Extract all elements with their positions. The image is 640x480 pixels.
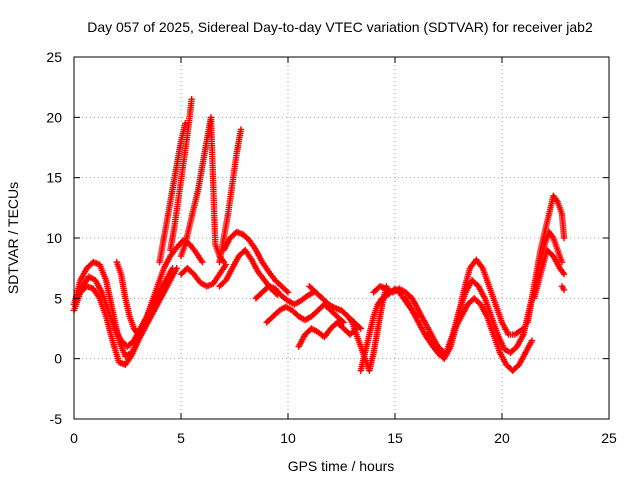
series-track-7 [177, 114, 227, 266]
data-point [528, 337, 536, 344]
data-point [340, 319, 347, 326]
y-tick-label: 10 [46, 230, 62, 246]
y-tick-label: -5 [50, 411, 63, 427]
series-track-12 [252, 283, 317, 308]
data-point [283, 287, 290, 295]
axis-ticks [73, 56, 610, 420]
data-point [560, 286, 568, 294]
x-tick-label: 20 [494, 430, 510, 446]
x-tick-label: 10 [280, 430, 296, 446]
series-track-10 [216, 246, 281, 298]
data-point [560, 271, 568, 278]
data-point [222, 261, 230, 268]
series-track-4 [113, 258, 142, 338]
y-axis-label: SDTVAR / TECUs [5, 182, 21, 294]
series-track-6 [167, 96, 195, 254]
chart-title: Day 057 of 2025, Sidereal Day-to-day VTE… [87, 19, 593, 35]
data-point [357, 325, 364, 332]
data-point [188, 96, 195, 103]
data-point [558, 258, 566, 266]
series-track-13 [263, 301, 347, 326]
series-track-25 [558, 283, 568, 294]
series-track-24 [530, 246, 568, 302]
data-points [70, 96, 568, 374]
y-tick-label: 0 [54, 351, 62, 367]
data-point [284, 289, 292, 296]
x-tick-label: 0 [70, 430, 78, 446]
x-axis-label: GPS time / hours [288, 458, 395, 474]
x-tick-label: 25 [601, 430, 617, 446]
data-point [356, 324, 363, 331]
y-tick-label: 20 [46, 109, 62, 125]
data-point [560, 234, 568, 242]
data-point [182, 120, 189, 127]
x-tick-label: 15 [387, 430, 403, 446]
x-tick-label: 5 [177, 430, 185, 446]
data-point [199, 258, 206, 266]
data-point [135, 331, 142, 338]
y-tick-label: 25 [46, 49, 62, 65]
grid [74, 57, 609, 419]
series-track-14 [295, 319, 360, 350]
series-track-11 [220, 228, 292, 296]
x-tick-labels: 0 5 10 15 20 25 [70, 430, 617, 446]
series-track-9 [216, 126, 245, 266]
series-track-21 [445, 295, 536, 374]
data-point [339, 318, 346, 325]
series-track-8 [177, 261, 230, 290]
y-tick-labels: -5 0 5 10 15 20 25 [46, 49, 62, 427]
y-tick-label: 15 [46, 170, 62, 186]
data-point [169, 264, 176, 272]
data-point [237, 126, 245, 133]
y-tick-label: 5 [54, 290, 62, 306]
